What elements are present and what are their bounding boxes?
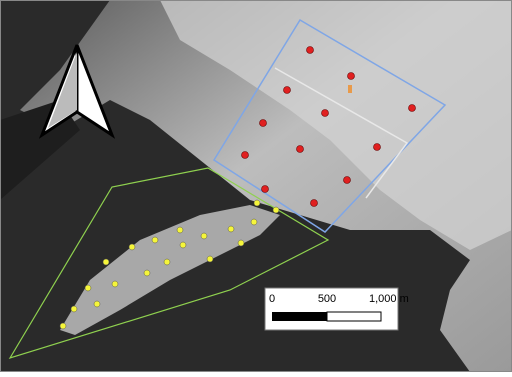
scale-label: 0 bbox=[269, 293, 275, 305]
orange-marker bbox=[348, 85, 352, 93]
scale-segment bbox=[272, 312, 327, 321]
map: 0 500 1,000 m bbox=[0, 0, 512, 372]
scale-bar: 0 500 1,000 m bbox=[265, 288, 409, 330]
scale-label: 500 bbox=[318, 293, 336, 305]
scale-label: 1,000 m bbox=[369, 293, 409, 305]
scale-segment bbox=[327, 312, 381, 321]
